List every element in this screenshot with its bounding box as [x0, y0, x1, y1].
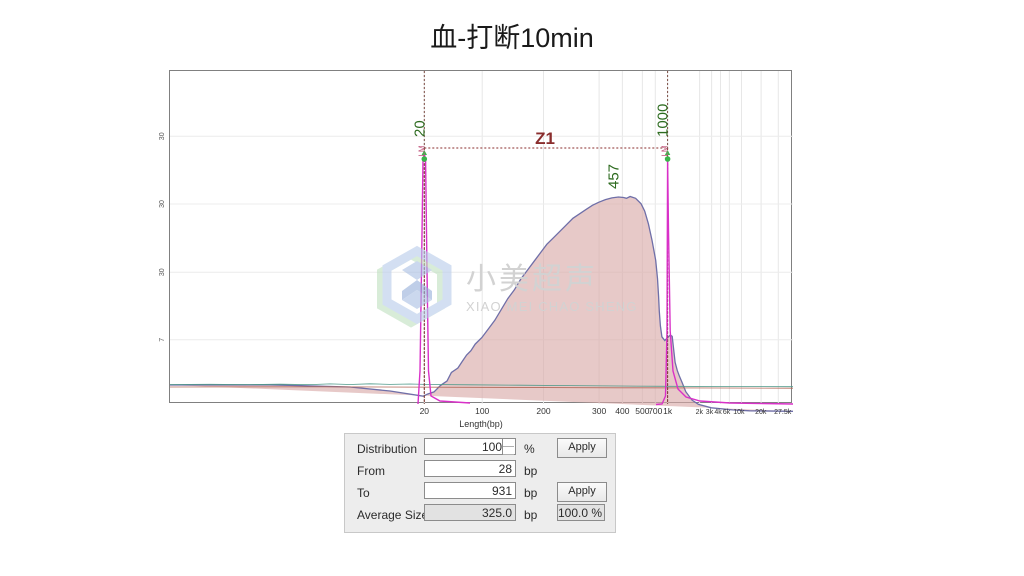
- svg-text:27.5k: 27.5k: [774, 409, 792, 416]
- svg-text:4k: 4k: [714, 409, 722, 416]
- svg-text:30: 30: [159, 132, 166, 140]
- svg-text:457: 457: [606, 164, 623, 189]
- svg-text:100: 100: [475, 406, 489, 416]
- svg-text:Z1: Z1: [535, 129, 555, 148]
- svg-text:30: 30: [159, 268, 166, 276]
- svg-text:20: 20: [420, 406, 430, 416]
- svg-text:20: 20: [411, 120, 428, 137]
- svg-text:3k: 3k: [706, 409, 714, 416]
- svg-text:Length(bp): Length(bp): [459, 419, 503, 429]
- svg-text:30: 30: [159, 200, 166, 208]
- svg-text:小美超声: 小美超声: [466, 263, 598, 296]
- svg-text:1k: 1k: [663, 406, 673, 416]
- svg-text:20k: 20k: [755, 409, 767, 416]
- svg-text:700: 700: [648, 406, 662, 416]
- svg-text:10k: 10k: [733, 409, 745, 416]
- svg-text:200: 200: [536, 406, 550, 416]
- svg-text:6k: 6k: [723, 409, 731, 416]
- svg-text:2k: 2k: [696, 409, 704, 416]
- svg-text:300: 300: [592, 406, 606, 416]
- svg-text:7: 7: [159, 338, 166, 342]
- svg-text:400: 400: [615, 406, 629, 416]
- svg-text:LM: LM: [661, 145, 670, 156]
- svg-text:1000: 1000: [655, 104, 672, 137]
- svg-text:XIAO MEI CHAO SHENG: XIAO MEI CHAO SHENG: [466, 299, 638, 314]
- svg-text:LM: LM: [417, 145, 426, 156]
